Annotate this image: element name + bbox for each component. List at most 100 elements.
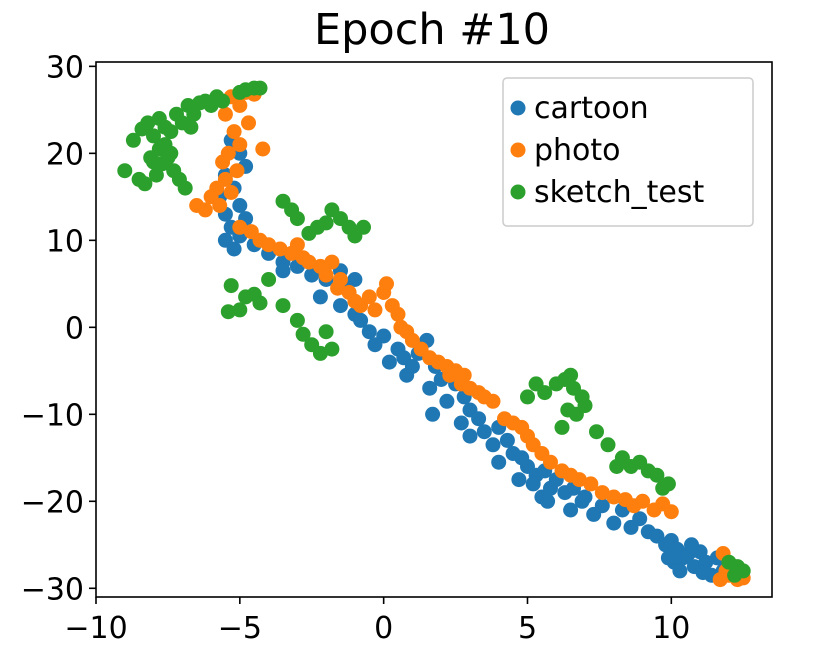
point-sketch_test-0 — [117, 163, 133, 179]
point-cartoon-47 — [462, 428, 478, 444]
point-photo-67 — [583, 476, 599, 492]
x-tick-label: 5 — [518, 611, 537, 646]
point-cartoon-91 — [660, 550, 676, 566]
point-cartoon-42 — [425, 406, 441, 422]
y-tick-label: −20 — [21, 485, 84, 520]
point-cartoon-71 — [606, 515, 622, 531]
point-photo-5 — [241, 115, 256, 131]
point-sketch_test-53 — [295, 326, 311, 342]
point-photo-29 — [324, 254, 340, 270]
point-cartoon-59 — [525, 476, 541, 492]
point-sketch_test-57 — [324, 341, 340, 357]
point-sketch_test-58 — [246, 286, 262, 302]
point-sketch_test-30 — [238, 82, 254, 98]
point-photo-6 — [226, 124, 242, 140]
point-sketch_test-37 — [289, 211, 305, 227]
y-tick-label: −10 — [21, 398, 84, 433]
point-photo-19 — [232, 219, 248, 235]
point-photo-39 — [379, 276, 394, 292]
ticks-layer: −10 −5 0 5 10 30 20 10 0 −10 −20 −30 — [21, 50, 691, 646]
y-tick-label: 0 — [65, 311, 84, 346]
point-sketch_test-8 — [163, 124, 179, 140]
legend-label-sketch_test: sketch_test — [534, 175, 705, 210]
point-sketch_test-46 — [223, 278, 239, 294]
point-photo-30 — [318, 267, 334, 283]
point-sketch_test-2 — [125, 132, 141, 148]
point-sketch_test-31 — [252, 80, 268, 96]
point-sketch_test-81 — [609, 459, 625, 474]
point-photo-50 — [442, 367, 458, 383]
y-tick-label: 20 — [46, 137, 84, 172]
point-cartoon-34 — [399, 367, 415, 383]
point-photo-9 — [255, 141, 271, 157]
point-sketch_test-62 — [537, 385, 553, 401]
point-photo-7 — [232, 137, 248, 153]
point-sketch_test-4 — [140, 115, 156, 131]
point-sketch_test-70 — [577, 398, 593, 414]
point-cartoon-13 — [226, 241, 242, 257]
point-photo-69 — [606, 489, 622, 505]
point-photo-56 — [485, 393, 501, 409]
point-sketch_test-10 — [137, 176, 153, 192]
point-sketch_test-78 — [649, 467, 665, 483]
point-cartoon-41 — [439, 393, 455, 409]
y-tick-label: 10 — [46, 224, 84, 259]
point-cartoon-46 — [471, 411, 487, 427]
point-cartoon-51 — [499, 432, 515, 448]
point-cartoon-29 — [367, 337, 383, 353]
point-sketch_test-52 — [289, 312, 305, 328]
x-tick-label: 10 — [652, 611, 690, 646]
legend-box — [502, 77, 754, 227]
x-tick-label: 0 — [374, 611, 393, 646]
point-cartoon-45 — [453, 415, 469, 431]
point-photo-66 — [571, 472, 587, 488]
point-cartoon-90 — [672, 563, 688, 579]
x-tick-label: −10 — [64, 611, 127, 646]
point-cartoon-23 — [312, 289, 328, 305]
point-photo-36 — [361, 289, 377, 305]
point-cartoon-92 — [684, 537, 699, 553]
point-photo-32 — [330, 280, 346, 296]
point-sketch_test-73 — [600, 437, 616, 453]
point-photo-22 — [261, 237, 277, 253]
point-cartoon-74 — [632, 511, 648, 527]
point-cartoon-49 — [485, 437, 501, 453]
point-sketch_test-16 — [177, 180, 193, 196]
y-tick-label: 30 — [46, 50, 84, 85]
point-photo-23 — [272, 241, 288, 257]
point-cartoon-39 — [422, 380, 438, 396]
y-tick-label: −30 — [21, 572, 84, 607]
points-layer — [117, 80, 751, 588]
point-sketch_test-80 — [655, 480, 671, 496]
point-sketch_test-51 — [275, 298, 291, 314]
point-cartoon-68 — [577, 489, 593, 505]
point-photo-16 — [212, 198, 228, 213]
point-sketch_test-11 — [148, 167, 164, 183]
legend-marker-sketch_test — [510, 184, 526, 200]
chart-title: Epoch #10 — [314, 5, 550, 55]
point-photo-41 — [390, 306, 406, 322]
point-sketch_test-34 — [183, 119, 199, 135]
point-photo-27 — [301, 254, 317, 270]
point-sketch_test-60 — [520, 389, 535, 405]
point-photo-26 — [289, 237, 305, 253]
point-photo-4 — [217, 106, 233, 122]
point-photo-37 — [367, 302, 383, 318]
point-sketch_test-59 — [220, 304, 236, 320]
legend: cartoon photo sketch_test — [502, 77, 754, 227]
point-cartoon-32 — [381, 354, 397, 370]
point-photo-75 — [663, 504, 679, 520]
plot-frame — [95, 61, 773, 598]
point-photo-18 — [189, 198, 205, 213]
point-cartoon-27 — [361, 324, 377, 340]
point-sketch_test-49 — [261, 272, 277, 287]
point-sketch_test-85 — [727, 567, 743, 583]
legend-marker-cartoon — [510, 100, 526, 116]
point-cartoon-6 — [232, 198, 248, 213]
point-sketch_test-22 — [186, 106, 202, 122]
point-sketch_test-68 — [554, 419, 570, 435]
point-photo-63 — [543, 454, 558, 470]
legend-marker-photo — [510, 142, 526, 158]
point-photo-68 — [594, 485, 610, 501]
